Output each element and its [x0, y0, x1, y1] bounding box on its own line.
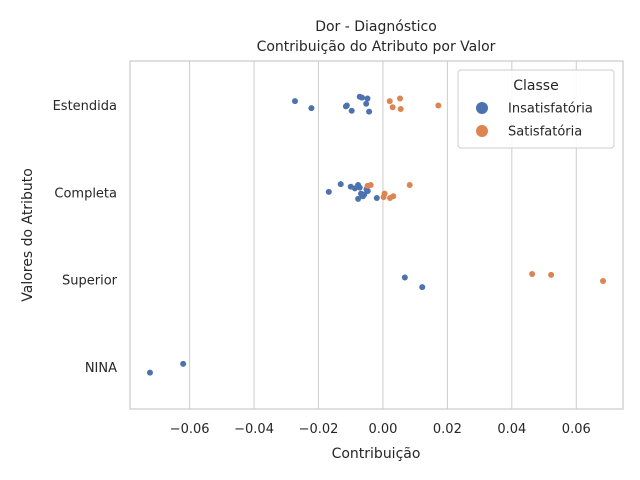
y-axis-ticks: Estendida Completa Superior NINA: [53, 99, 118, 376]
point-series-0: [337, 181, 344, 188]
chart-title-line2: Contribuição do Atributo por Valor: [257, 39, 496, 55]
point-series-1: [386, 98, 393, 105]
plot-frame: [129, 60, 624, 410]
point-series-0: [366, 108, 373, 115]
x-tick-label: 0.02: [433, 422, 462, 437]
point-series-0: [180, 360, 187, 367]
legend: Classe Insatisfatória Satisfatória: [457, 69, 615, 149]
chart-title-line1: Dor - Diagnóstico: [315, 19, 437, 35]
point-series-0: [419, 284, 426, 291]
point-series-0: [363, 100, 370, 107]
x-tick-label: −0.04: [234, 422, 274, 437]
x-axis-label: Contribuição: [332, 446, 421, 462]
y-tick-label: Superior: [62, 274, 118, 289]
point-series-1: [380, 194, 387, 201]
x-axis-ticks: −0.06 −0.04 −0.02 0.00 0.02 0.04 0.06: [170, 422, 591, 437]
y-tick-label: Estendida: [53, 99, 117, 114]
point-series-0: [401, 274, 408, 281]
x-tick-label: 0.06: [562, 422, 591, 437]
legend-label-satisfatoria: Satisfatória: [508, 125, 582, 140]
point-series-1: [389, 104, 396, 111]
x-tick-label: −0.02: [299, 422, 339, 437]
data-points: [146, 93, 607, 376]
legend-label-insatisfatoria: Insatisfatória: [508, 102, 593, 117]
legend-title: Classe: [513, 78, 558, 94]
point-series-1: [600, 277, 607, 284]
point-series-0: [146, 369, 153, 376]
point-series-0: [373, 195, 380, 202]
point-series-0: [364, 188, 371, 195]
legend-marker-satisfatoria: [476, 125, 488, 137]
point-series-0: [308, 105, 315, 112]
legend-marker-insatisfatoria: [476, 102, 488, 114]
point-series-1: [367, 181, 374, 188]
point-series-0: [359, 94, 365, 101]
point-series-1: [390, 193, 397, 200]
point-series-1: [397, 105, 404, 112]
point-series-0: [348, 107, 355, 114]
point-series-1: [397, 95, 404, 102]
point-series-0: [343, 102, 350, 109]
x-tick-label: 0.00: [368, 422, 397, 437]
point-series-1: [529, 270, 536, 277]
y-tick-label: Completa: [54, 186, 117, 201]
point-series-1: [435, 102, 442, 109]
y-axis-label: Valores do Atributo: [20, 168, 36, 302]
point-series-0: [325, 188, 332, 195]
point-series-0: [355, 195, 362, 202]
legend-box: [457, 69, 615, 149]
point-series-0: [356, 184, 363, 191]
x-tick-label: 0.04: [497, 422, 526, 437]
y-tick-label: NINA: [85, 361, 117, 376]
x-tick-label: −0.06: [170, 422, 210, 437]
point-series-1: [548, 271, 555, 278]
point-series-1: [406, 181, 413, 188]
point-series-0: [364, 95, 371, 102]
point-series-0: [291, 98, 298, 105]
